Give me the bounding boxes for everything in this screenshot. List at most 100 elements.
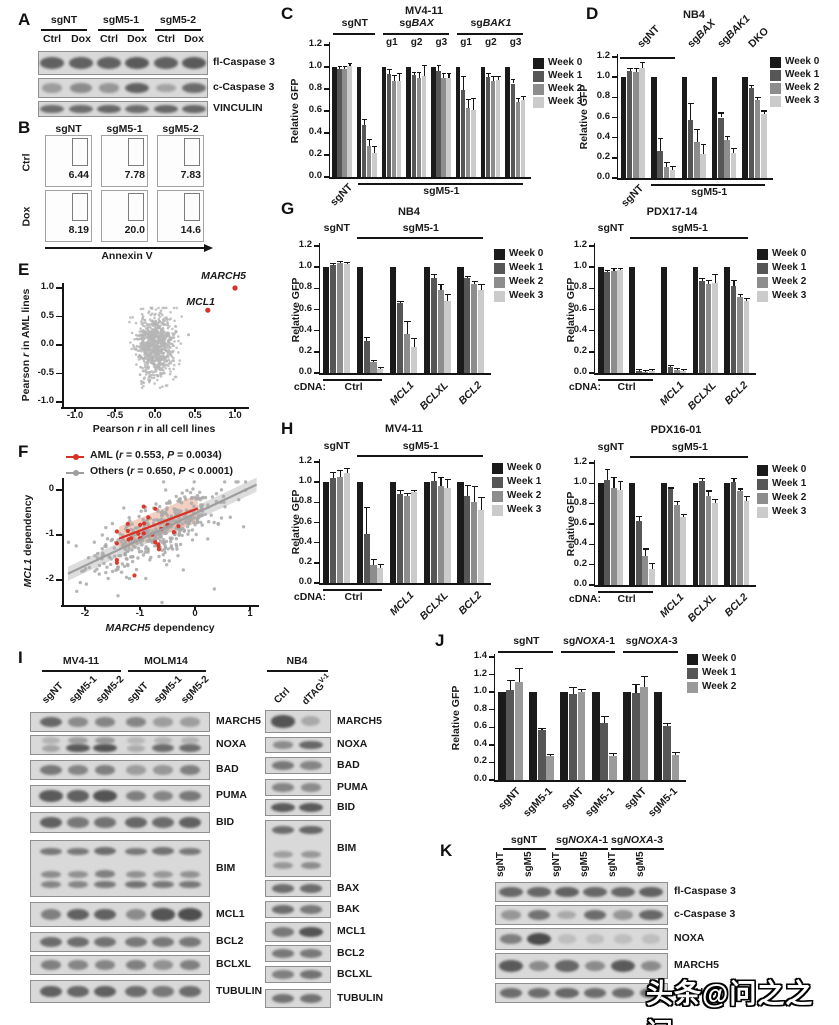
blot-band — [583, 909, 607, 921]
error-bar-cap — [411, 490, 418, 492]
y-axis-label: Pearson r in AML lines — [20, 288, 33, 402]
blot-band — [67, 765, 89, 775]
tick — [489, 761, 495, 764]
bar — [546, 756, 555, 780]
error-bar — [666, 723, 668, 726]
flow-gate — [72, 138, 88, 166]
error-bar — [645, 370, 647, 372]
x-axis — [318, 583, 491, 585]
bar — [471, 284, 478, 373]
bar — [446, 78, 451, 177]
tick — [324, 88, 330, 90]
gene-label: MARCH5 — [201, 270, 246, 282]
panel-c-label: C — [281, 4, 294, 23]
error-bar — [670, 488, 672, 490]
bar — [436, 71, 441, 177]
bar — [356, 67, 362, 177]
group-line — [155, 29, 201, 32]
legend-swatch — [687, 654, 698, 665]
blot-band — [527, 909, 551, 920]
tick-label: 0.6 — [573, 302, 587, 314]
legend-marker — [73, 453, 79, 460]
blot-band — [125, 960, 147, 970]
blot-band — [124, 817, 148, 828]
blot-band — [93, 790, 117, 802]
blot-band — [40, 960, 62, 970]
blot-band — [499, 959, 523, 973]
bar — [560, 692, 569, 780]
group-label: sgM5-1 — [402, 222, 439, 234]
group-label: sgNT — [597, 222, 624, 234]
x-axis — [60, 605, 259, 607]
tick — [249, 605, 251, 610]
legend-swatch — [770, 57, 781, 68]
error-bar-cap — [506, 679, 515, 681]
error-bar — [480, 285, 483, 291]
tick-label: 0.4 — [298, 535, 312, 547]
flow-column-header: sgM5-2 — [162, 123, 199, 135]
x-axis-prefix: cDNA: — [293, 381, 326, 393]
bar — [680, 370, 687, 373]
blot-band — [67, 880, 89, 889]
y-axis-label: Relative GFP — [578, 84, 591, 150]
tick — [56, 401, 62, 403]
error-bar — [398, 73, 401, 82]
blot-band — [271, 927, 295, 937]
blot-band — [94, 960, 116, 970]
group-line — [598, 591, 654, 594]
group-line — [623, 651, 678, 654]
error-bar — [676, 501, 678, 505]
panel-d-label: D — [586, 4, 599, 23]
bar — [718, 117, 724, 178]
tick — [194, 407, 196, 412]
bar — [356, 267, 363, 373]
error-bar — [373, 559, 375, 565]
error-bar-cap — [649, 368, 656, 370]
blot-band — [179, 880, 201, 889]
error-bar — [406, 322, 408, 334]
legend-label: AML (r = 0.553, P = 0.0034) — [90, 449, 222, 461]
x-tick-label: Ctrl — [617, 593, 636, 605]
bar — [370, 362, 377, 373]
legend-swatch — [757, 277, 768, 288]
blot-band — [152, 847, 174, 856]
tick — [589, 462, 595, 464]
tick-label: 1.0 — [473, 685, 487, 697]
error-bar-cap — [510, 79, 516, 81]
error-bar — [339, 471, 341, 478]
blot-strip — [495, 953, 668, 979]
legend-swatch — [757, 249, 768, 260]
tick — [314, 461, 320, 463]
blot-band — [179, 937, 201, 947]
gate-percent: 8.19 — [68, 224, 89, 236]
tick — [56, 489, 62, 491]
blot-band — [178, 744, 201, 753]
tick-label: 1.0 — [298, 260, 312, 272]
group-label: sgNT — [341, 17, 368, 29]
blot-row-label: TUBULIN — [216, 984, 263, 997]
error-bar — [447, 294, 449, 302]
blot-band — [271, 761, 295, 770]
tick — [314, 501, 320, 504]
tick-label: 0.2 — [596, 150, 610, 162]
error-bar-cap — [737, 293, 744, 295]
tick — [314, 308, 320, 311]
bar — [461, 90, 466, 177]
lane-label: Dox — [71, 33, 91, 45]
flow-gate — [184, 138, 200, 166]
x-axis-prefix: cDNA: — [293, 591, 326, 603]
error-bar — [467, 486, 469, 497]
legend-label: Week 2 — [772, 492, 807, 503]
error-bar-cap — [367, 138, 372, 140]
flow-plot — [101, 190, 148, 242]
blot-band — [125, 880, 147, 889]
blot-row-label: BCL2 — [337, 946, 365, 959]
blot-band — [299, 905, 323, 914]
error-bar-cap — [699, 478, 706, 480]
blot-row-label: fl-Caspase 3 — [213, 56, 275, 68]
error-bar — [714, 274, 716, 284]
error-bar — [708, 491, 710, 496]
error-bar — [619, 269, 622, 271]
blot-band — [124, 56, 150, 70]
flow-row-label: Dox — [20, 206, 33, 227]
